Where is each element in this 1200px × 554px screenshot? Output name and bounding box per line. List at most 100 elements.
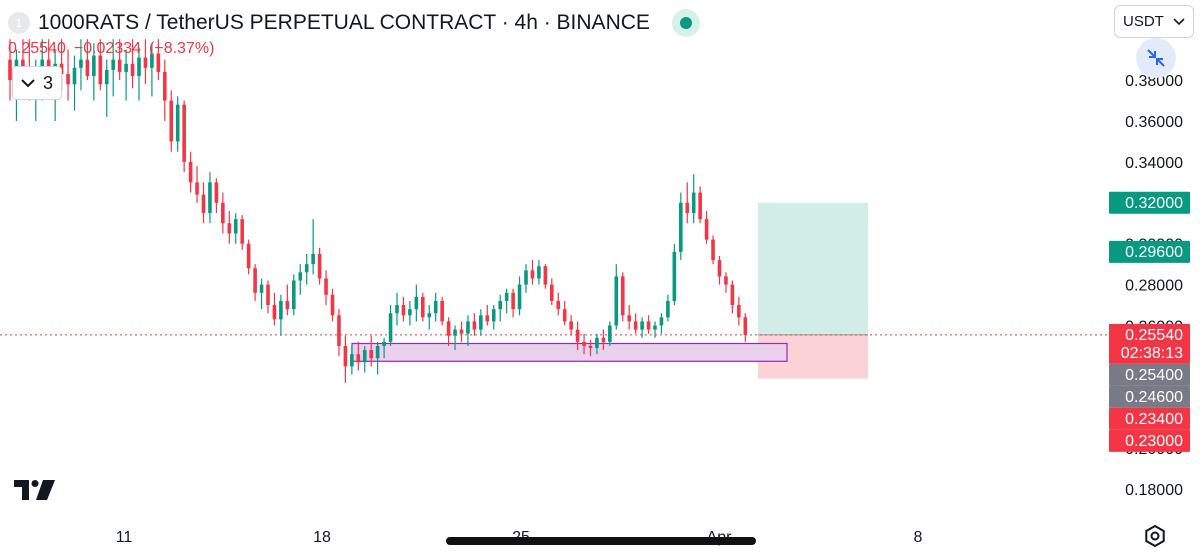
chart-header: 1 1000RATS / TetherUS PERPETUAL CONTRACT… xyxy=(8,6,700,40)
candle-body xyxy=(311,253,315,265)
candle-body xyxy=(143,57,148,68)
candle-body xyxy=(691,192,696,214)
candle-body xyxy=(317,253,322,279)
candle-body xyxy=(401,305,406,316)
price-label: 0.25540 xyxy=(1125,327,1183,344)
candle-body xyxy=(285,300,290,310)
candle-body xyxy=(575,329,580,342)
x-tick-label: 18 xyxy=(313,529,331,546)
candle-body xyxy=(188,161,193,183)
candle-body xyxy=(556,300,561,310)
price-label-box xyxy=(1109,323,1190,364)
candle-body xyxy=(208,182,212,214)
y-tick-label: 0.38000 xyxy=(1125,73,1183,90)
candle-body xyxy=(259,284,264,293)
candle-body xyxy=(627,315,631,322)
candle-body xyxy=(201,194,206,214)
candle-body xyxy=(240,219,244,244)
candle-body xyxy=(233,219,238,234)
candle-body xyxy=(646,321,651,330)
candle-body xyxy=(459,329,464,334)
price-label-box xyxy=(1109,385,1190,408)
candle-body xyxy=(111,59,115,70)
candle-body xyxy=(117,59,122,72)
candle-body xyxy=(304,264,309,273)
candle-body xyxy=(156,53,161,72)
candle-body xyxy=(362,350,367,363)
y-tick-label: 0.36000 xyxy=(1125,114,1183,131)
candle-body xyxy=(672,251,677,301)
candle-body xyxy=(633,321,638,330)
symbol-title[interactable]: 1000RATS / TetherUS PERPETUAL CONTRACT ·… xyxy=(38,11,650,34)
candle-body xyxy=(472,321,477,330)
price-label: 0.25400 xyxy=(1125,367,1183,384)
price-label: 0.29600 xyxy=(1125,244,1183,261)
candle-body xyxy=(562,309,567,322)
candle-body xyxy=(446,321,451,336)
candle-body xyxy=(227,223,232,234)
candle-body xyxy=(466,321,470,334)
candle-body xyxy=(66,73,70,85)
indicators-toggle-button[interactable]: 3 xyxy=(12,66,62,100)
candle-body xyxy=(330,294,335,316)
candle-body xyxy=(608,325,612,342)
candle-body xyxy=(537,266,541,279)
candle-body xyxy=(130,63,135,77)
bar-countdown-label: 02:38:13 xyxy=(1121,345,1183,362)
candle-body xyxy=(40,59,45,70)
candle-body xyxy=(356,354,361,363)
candle-body xyxy=(408,309,412,316)
candle-body xyxy=(279,300,283,320)
candle-body xyxy=(246,243,251,269)
candle-body xyxy=(679,202,683,252)
candle-body xyxy=(414,296,419,310)
candle-body xyxy=(717,260,722,277)
demand-zone xyxy=(351,342,788,362)
candle-body xyxy=(517,284,522,310)
chevron-down-icon xyxy=(1173,17,1185,25)
candle-body xyxy=(601,337,606,342)
price-change-percent: (−8.37%) xyxy=(149,40,215,57)
candle-body xyxy=(737,305,741,318)
candle-body xyxy=(324,278,328,295)
candle-body xyxy=(743,317,748,335)
price-label-box xyxy=(1109,363,1190,386)
candle-body xyxy=(395,305,399,314)
candle-body xyxy=(369,350,373,359)
candle-body xyxy=(524,270,528,285)
candle-body xyxy=(479,315,483,330)
candle-body xyxy=(620,276,625,316)
candle-body xyxy=(124,63,128,72)
ohlc-readout: 0.25540 −0.02334 (−8.37%) xyxy=(8,40,222,58)
candle-body xyxy=(640,321,644,330)
settings-icon[interactable] xyxy=(1144,524,1166,552)
candle-body xyxy=(659,317,664,326)
candle-body xyxy=(730,284,735,306)
candle-body xyxy=(498,300,502,310)
candle-body xyxy=(569,321,573,330)
price-change-value: −0.02334 xyxy=(73,40,142,57)
candle-body xyxy=(272,305,277,320)
candle-body xyxy=(175,104,180,142)
y-tick-label: 0.34000 xyxy=(1125,155,1183,172)
collapse-arrows-icon xyxy=(1147,49,1165,67)
candle-body xyxy=(433,300,438,314)
auto-fit-button[interactable] xyxy=(1136,38,1176,78)
price-label-box xyxy=(1109,240,1190,263)
candle-body xyxy=(79,59,83,68)
price-label: 0.32000 xyxy=(1125,195,1183,212)
candle-body xyxy=(182,104,186,162)
candle-body xyxy=(550,284,554,301)
indicators-count: 3 xyxy=(42,72,53,93)
candle-body xyxy=(21,59,25,70)
candle-body xyxy=(292,280,296,310)
candle-body xyxy=(504,292,509,301)
candle-body xyxy=(195,182,199,195)
candle-body xyxy=(724,276,728,285)
price-label: 0.23400 xyxy=(1125,411,1183,428)
live-status-icon xyxy=(671,9,700,37)
price-label: 0.24600 xyxy=(1125,389,1183,406)
currency-select[interactable]: USDT xyxy=(1114,5,1194,38)
y-tick-label: 0.18000 xyxy=(1125,482,1183,499)
